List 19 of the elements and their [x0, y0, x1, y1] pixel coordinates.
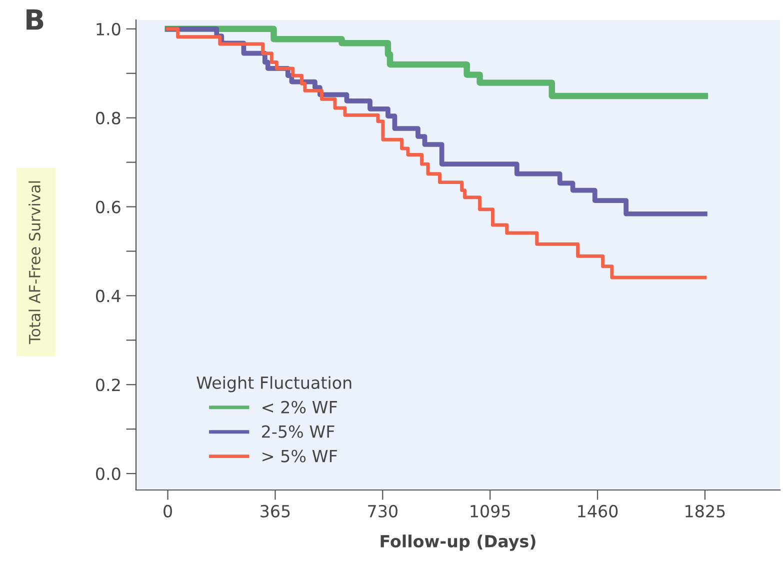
x-tick-label: 730 — [368, 504, 398, 518]
y-tick-label: 1.0 — [96, 22, 120, 36]
x-tick-label: 1825 — [686, 504, 725, 518]
text: B — [26, 9, 44, 30]
legend-label: 2-5% WF — [262, 425, 334, 438]
x-tick-label: 0 — [164, 504, 172, 518]
x-tick-label: 365 — [260, 504, 290, 518]
legend-label: < 2% WF — [262, 400, 337, 414]
x-axis-title: Follow-up (Days) — [380, 534, 536, 551]
y-axis-title: Total AF-Free Survival — [28, 181, 40, 344]
y-tick-label: 0.8 — [96, 112, 120, 124]
legend-label: > 5% WF — [262, 450, 337, 462]
y-tick-label: 0.0 — [96, 468, 120, 480]
y-tick-label: 0.2 — [96, 378, 120, 392]
x-tick-label: 1460 — [578, 504, 618, 518]
y-tick-label: 0.6 — [96, 200, 120, 214]
legend-title: Weight Fluctuation — [196, 376, 352, 392]
x-tick-label: 1095 — [470, 504, 510, 518]
y-tick-label: 0.4 — [96, 290, 120, 302]
